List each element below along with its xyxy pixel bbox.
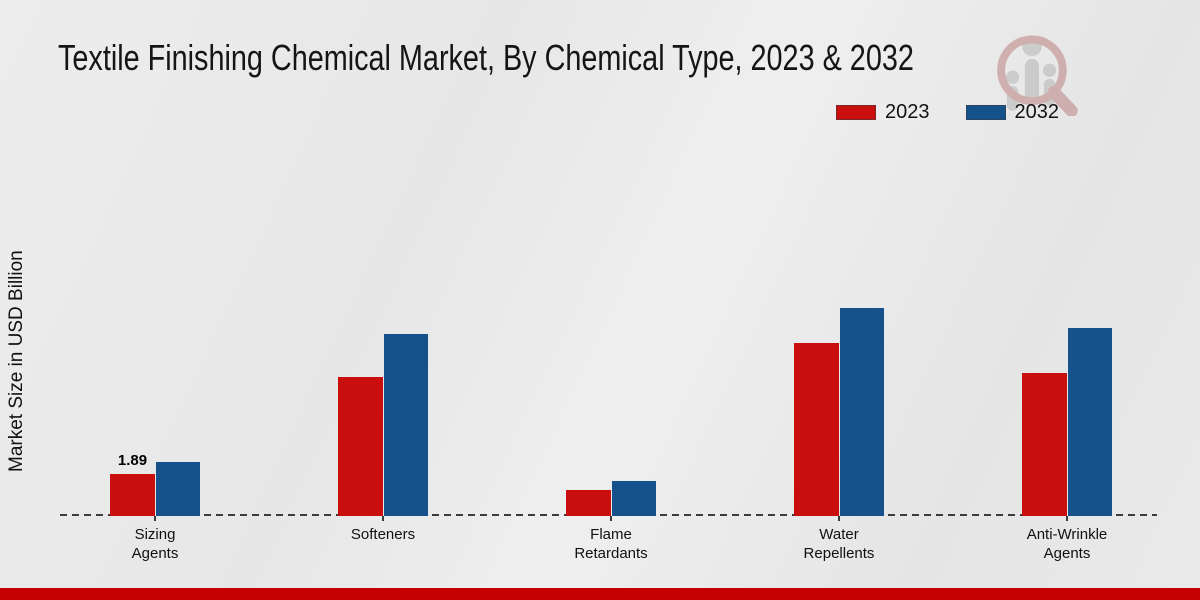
legend: 2023 2032 [836,101,1081,124]
legend-swatch-2032 [965,105,1006,120]
bar-2032-2 [384,334,428,516]
footer-accent-bar [0,588,1200,600]
bar-2023-4 [794,343,839,516]
legend-item-2023: 2023 [836,101,930,124]
legend-item-2032: 2032 [965,101,1060,124]
bar-2032-5 [1068,328,1112,516]
bar-2032-3 [612,481,656,516]
x-axis-tick [1066,516,1068,521]
bar-2023-5 [1022,373,1067,516]
category-label: Anti-Wrinkle Agents [1026,526,1108,562]
category-label: Flame Retardants [574,526,648,562]
x-axis-tick [838,516,840,521]
chart-title: Textile Finishing Chemical Market, By Ch… [58,37,914,78]
x-axis-tick [154,516,156,521]
category-label: Water Repellents [803,526,875,562]
legend-swatch-2023 [836,105,876,120]
x-axis-tick [382,516,384,521]
bar-2023-3 [566,490,611,516]
x-axis-tick [610,516,612,521]
bar-2032-1 [156,462,200,516]
category-label: Sizing Agents [131,526,179,562]
bar-2023-1 [110,474,155,516]
legend-label-2023: 2023 [885,101,930,123]
bar-value-label: 1.89 [117,452,148,469]
bar-2023-2 [338,377,383,516]
category-label: Softeners [350,526,416,543]
bar-2032-4 [840,308,884,516]
legend-label-2032: 2032 [1014,101,1060,123]
magnifier-bar-chart-logo-icon [997,35,1078,116]
